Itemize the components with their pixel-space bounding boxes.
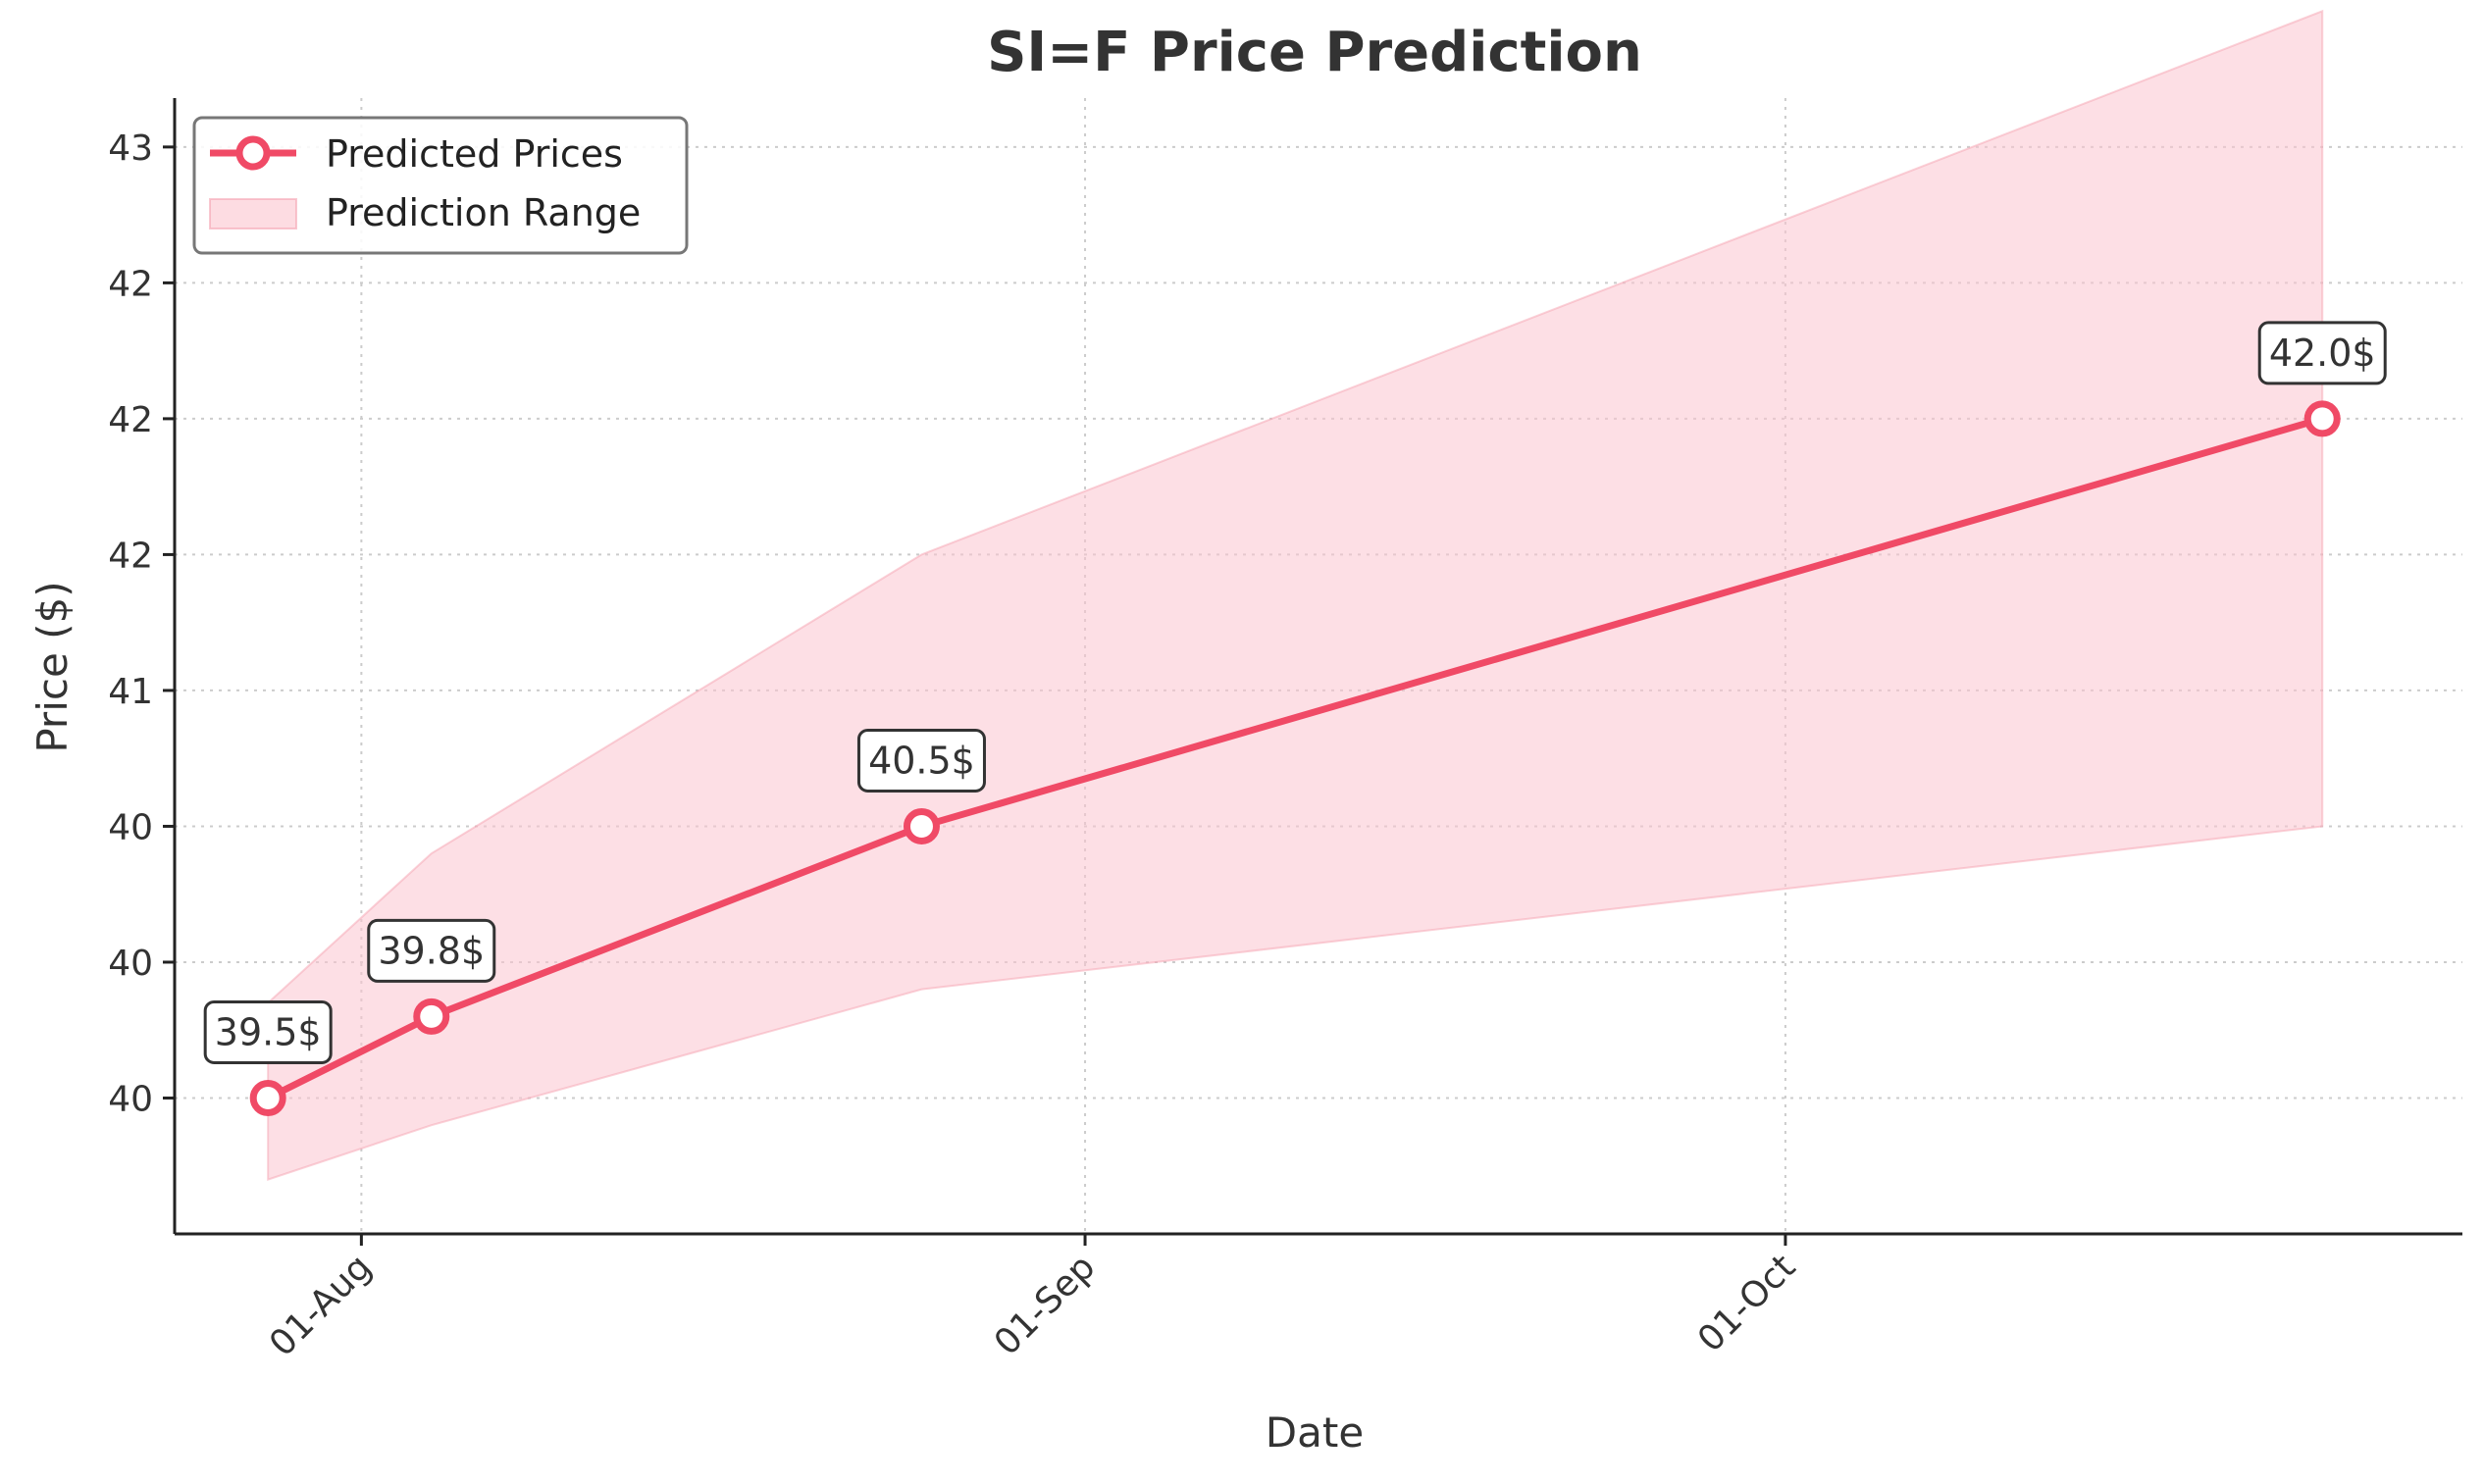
y-tick-label: 43 (108, 128, 153, 169)
data-label-box (856, 728, 986, 793)
predicted-prices-line (266, 415, 2324, 1101)
data-label: 40.5$ (868, 739, 975, 782)
data-label: 39.5$ (215, 1010, 322, 1053)
y-tick-label: 40 (108, 1079, 153, 1119)
legend: Predicted Prices Prediction Range (192, 116, 689, 255)
y-tick-label: 40 (108, 944, 153, 984)
data-point (903, 807, 940, 844)
y-tick-label: 41 (108, 672, 153, 712)
axes-layer (173, 98, 2462, 1236)
prediction-range-band (267, 9, 2324, 1181)
legend-label-range: Prediction Range (326, 191, 641, 234)
legend-range-swatch (209, 198, 297, 230)
data-point (249, 1079, 286, 1116)
y-axis-label: Price ($) (28, 581, 77, 752)
data-label: 42.0$ (2269, 332, 2376, 375)
legend-label-predicted: Predicted Prices (326, 132, 623, 176)
legend-marker-swatch (235, 135, 271, 171)
predicted-prices-layer (249, 400, 2341, 1116)
data-point (2303, 400, 2341, 437)
data-label-box (2257, 321, 2387, 385)
prediction-range-layer (267, 9, 2324, 1181)
data-point (413, 998, 450, 1035)
data-label-layer: 39.5$ 39.8$ 40.5$ 42.0$ (203, 321, 2387, 1064)
legend-box (192, 116, 689, 255)
y-tick-label: 42 (108, 400, 153, 440)
y-tick-label: 42 (108, 264, 153, 304)
data-label-box (203, 999, 333, 1064)
data-label: 39.8$ (378, 929, 485, 972)
data-label-box (367, 918, 496, 983)
y-tick-label: 42 (108, 536, 153, 576)
y-tick-label: 40 (108, 807, 153, 847)
chart-title: SI=F Price Prediction (987, 21, 1642, 84)
x-axis-label: Date (1266, 1408, 1364, 1457)
